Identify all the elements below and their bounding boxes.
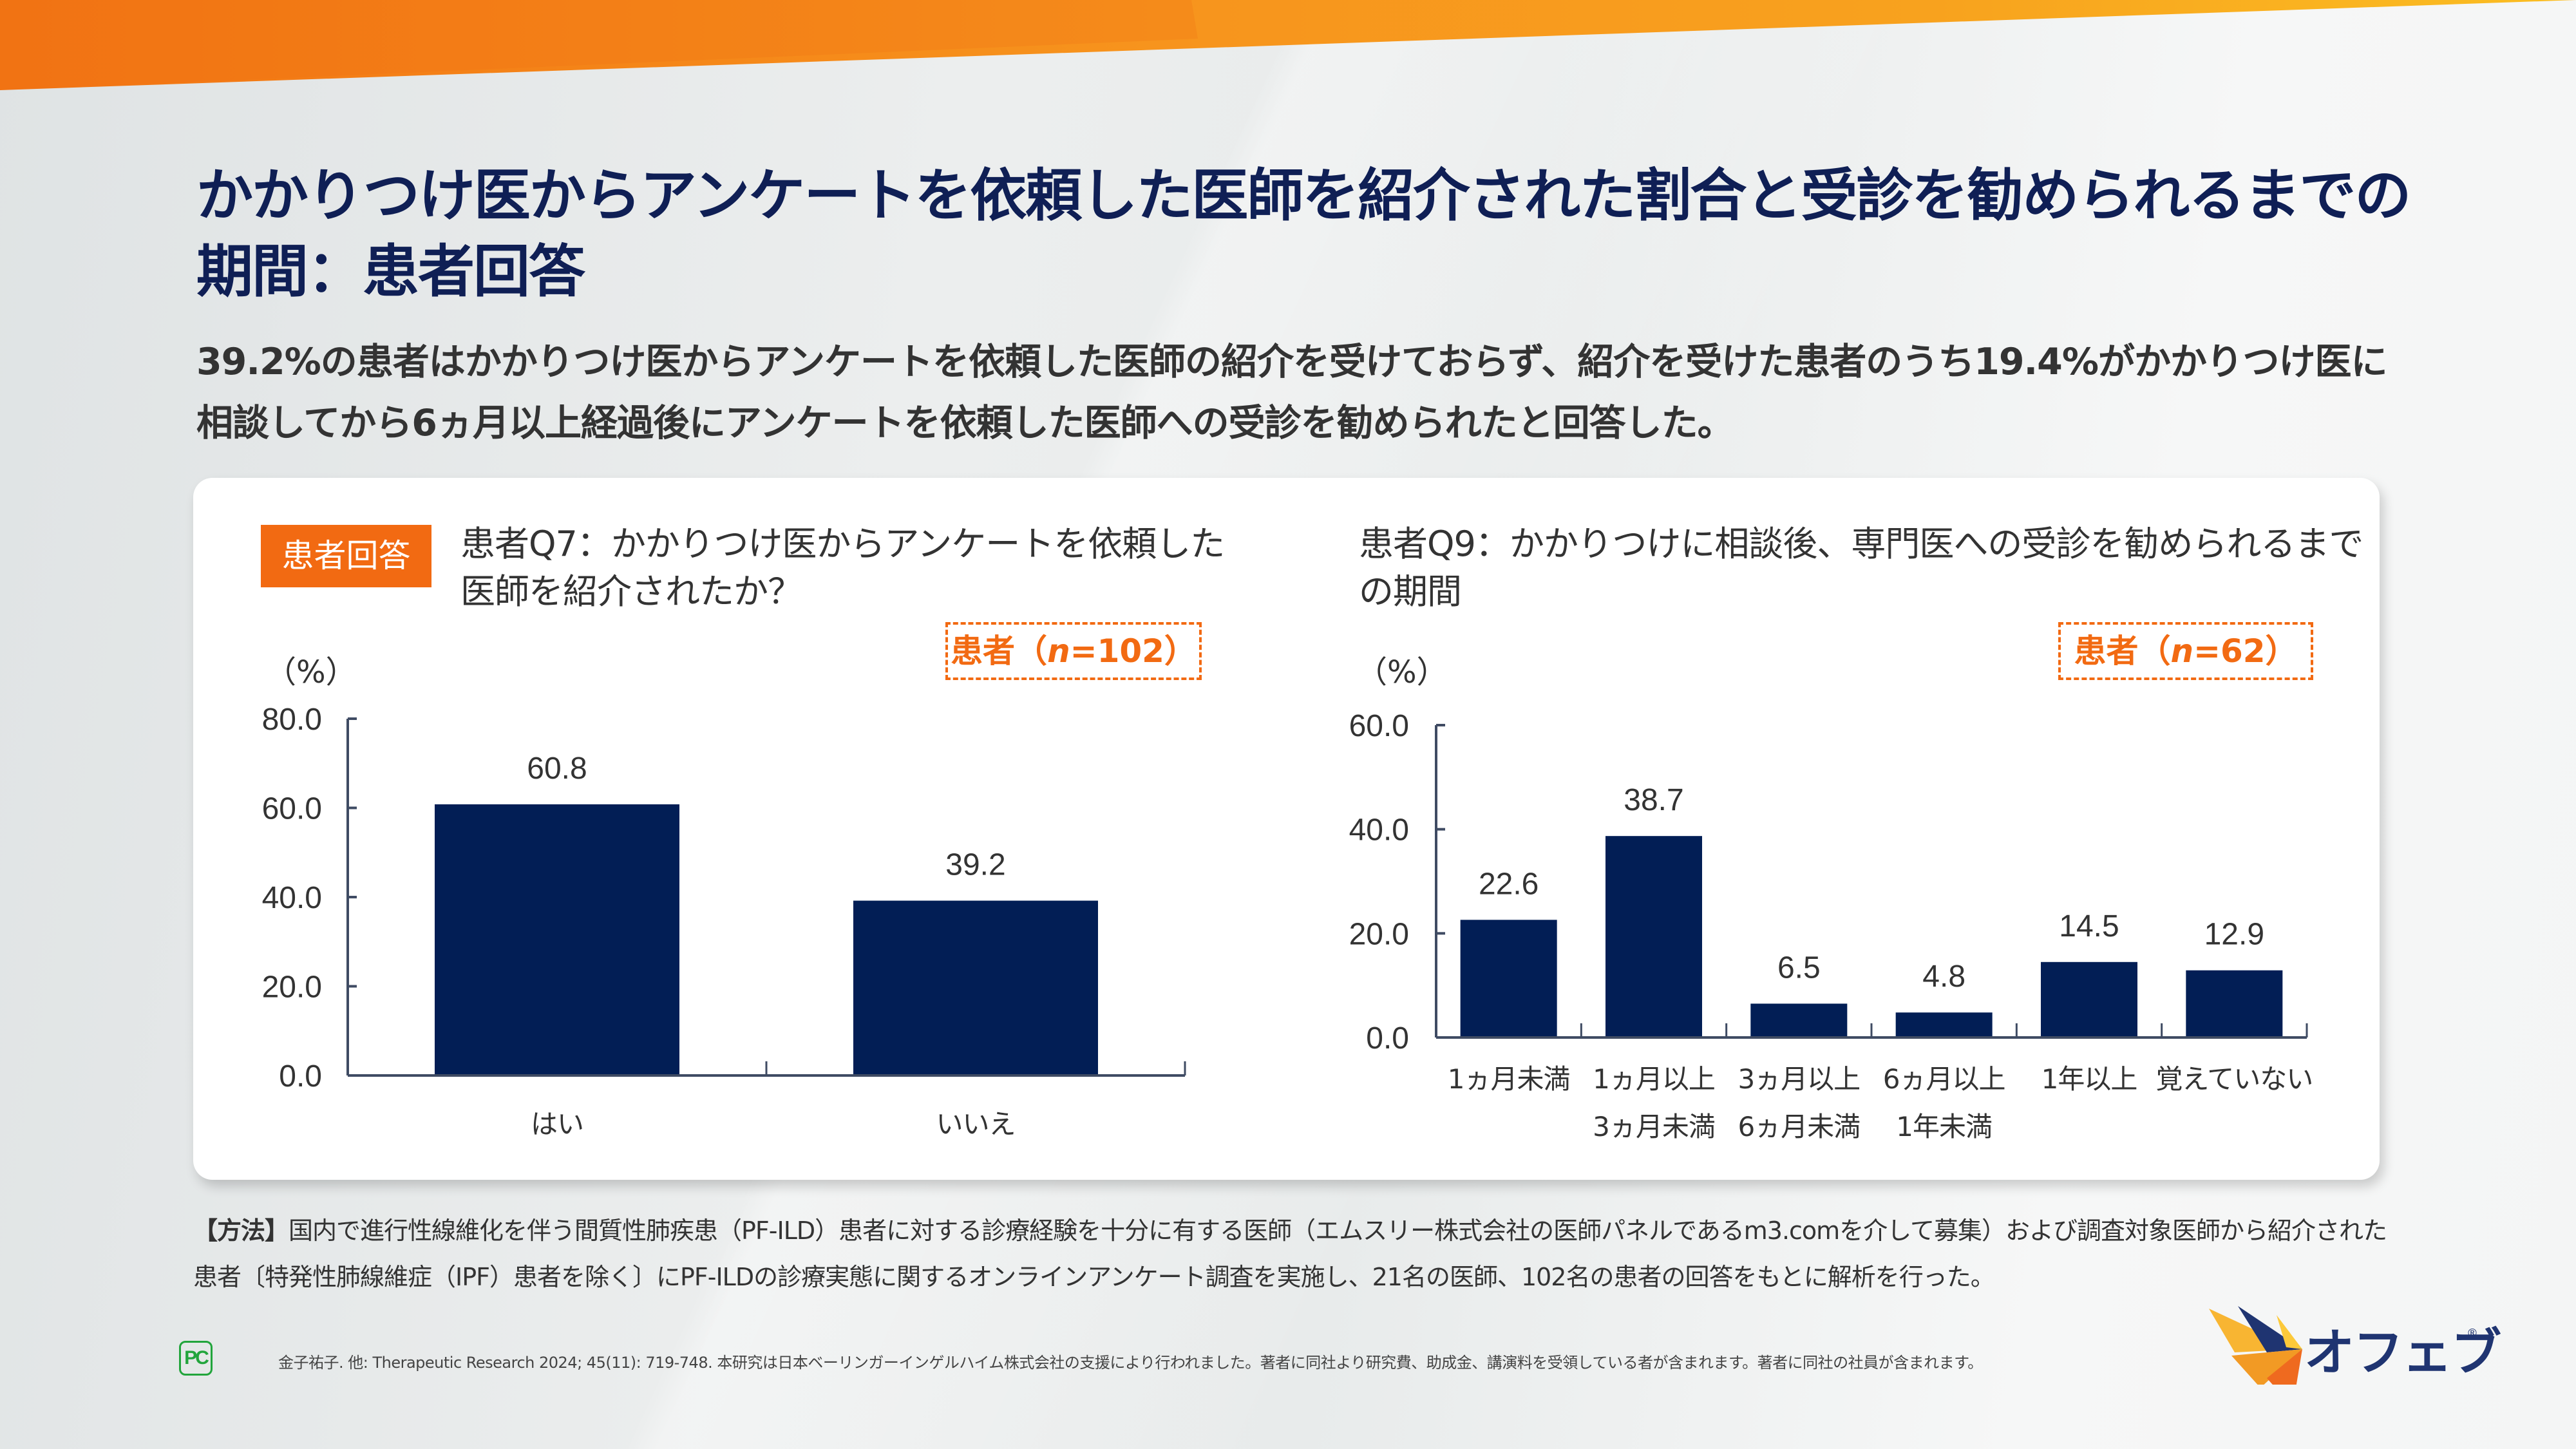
top-orange-band — [0, 0, 2576, 90]
q9-title: 患者Q9：かかりつけに相談後、専門医への受診を勧められるまでの期間 — [1359, 524, 2363, 612]
reference-footnote: 金子祐子. 他: Therapeutic Research 2024; 45(1… — [278, 1354, 1983, 1372]
q7-n-prefix: 患者（ — [951, 632, 1048, 670]
page-title: かかりつけ医からアンケートを依頼した医師を紹介された割合と受診を勧められるまでの… — [196, 162, 2411, 305]
brand-registered-mark: ® — [2467, 1327, 2478, 1340]
q7-sample-size-box: 患者（n=102） — [945, 622, 1202, 680]
methods-note: 【方法】国内で進行性線維化を伴う間質性肺疾患（PF-ILD）患者に対する診療経験… — [193, 1208, 2512, 1300]
q9-n-prefix: 患者（ — [2074, 632, 2171, 670]
brand-name: オフェブ — [2304, 1324, 2501, 1382]
q7-y-axis-unit: （%） — [265, 654, 357, 690]
pc-logo-icon: PC — [179, 1341, 213, 1376]
methods-text-2: 患者〔特発性肺線維症（IPF）患者を除く〕にPF-ILDの診療実態に関するオンラ… — [193, 1263, 1995, 1291]
methods-text-1: 国内で進行性線維化を伴う間質性肺疾患（PF-ILD）患者に対する診療経験を十分に… — [289, 1217, 2387, 1245]
q7-n-italic: n — [1047, 632, 1070, 670]
page-subtitle: 39.2%の患者はかかりつけ医からアンケートを依頼した医師の紹介を受けておらず、… — [196, 341, 2388, 444]
q9-sample-size-box: 患者（n=62） — [2058, 622, 2313, 680]
methods-label: 【方法】 — [193, 1217, 289, 1245]
q7-n-suffix: =102） — [1070, 632, 1197, 670]
patient-response-badge: 患者回答 — [261, 525, 431, 587]
q7-title: 患者Q7：かかりつけ医からアンケートを依頼した医師を紹介されたか？ — [460, 524, 1225, 612]
q9-y-axis-unit: （%） — [1356, 654, 1448, 690]
methods-line-1: 【方法】国内で進行性線維化を伴う間質性肺疾患（PF-ILD）患者に対する診療経験… — [193, 1208, 2512, 1254]
q9-n-italic: n — [2170, 632, 2194, 670]
q9-n-suffix: =62） — [2193, 632, 2298, 670]
ofev-brand-mark-icon — [2209, 1306, 2302, 1385]
